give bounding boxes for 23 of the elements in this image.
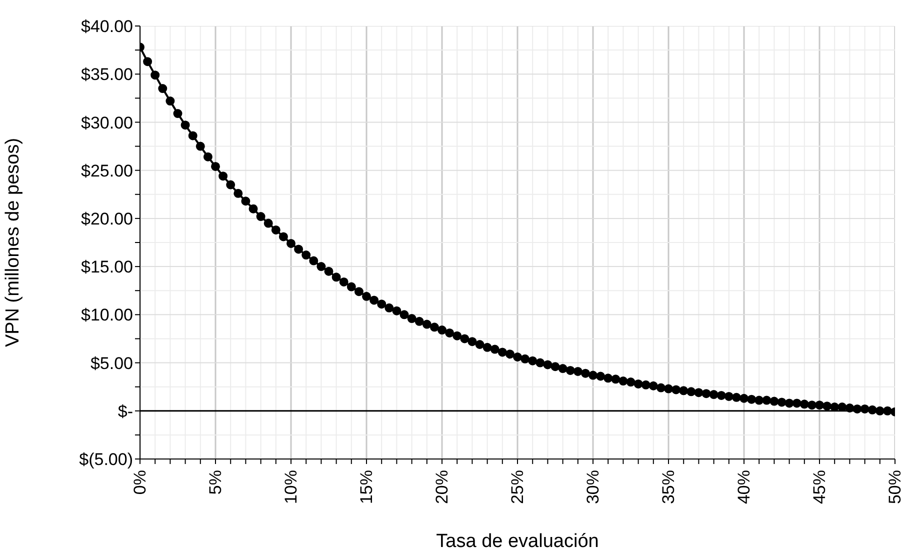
x-tick-label: 45% (810, 470, 829, 504)
y-tick-label: $40.00 (81, 17, 133, 36)
x-tick-label: 40% (734, 470, 754, 504)
y-tick-label: $30.00 (81, 113, 133, 132)
x-axis-title: Tasa de evaluación (436, 531, 599, 549)
y-tick-label: $(5.00) (79, 450, 133, 470)
x-tick-label: 25% (508, 470, 527, 504)
y-tick-label: $35.00 (81, 65, 133, 84)
y-axis-title: VPN (millones de pesos) (2, 138, 24, 348)
x-tick-label: 10% (282, 470, 300, 504)
y-tick-label: $20.00 (81, 209, 133, 228)
y-tick-label: $25.00 (81, 161, 133, 180)
y-tick-label: $10.00 (81, 306, 133, 325)
y-tick-label: $5.00 (90, 354, 133, 373)
x-tick-label: 35% (659, 470, 678, 504)
x-tick-label: 5% (206, 470, 225, 495)
y-tick-label: $- (118, 402, 133, 421)
x-tick-label: 50% (886, 470, 902, 504)
y-tick-label: $15.00 (81, 258, 133, 277)
x-tick-label: 15% (357, 470, 376, 504)
x-tick-label: 0% (130, 470, 150, 495)
x-tick-label: 30% (584, 470, 602, 504)
x-tick-label: 20% (432, 470, 452, 504)
